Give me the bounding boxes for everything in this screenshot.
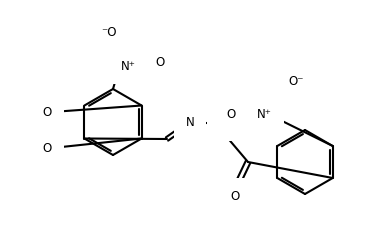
Text: N⁺: N⁺	[257, 109, 272, 121]
Text: O: O	[230, 190, 240, 203]
Text: ⁻O: ⁻O	[101, 26, 117, 39]
Text: N⁺: N⁺	[121, 59, 136, 72]
Text: O: O	[43, 106, 52, 118]
Text: O: O	[155, 55, 164, 69]
Text: O: O	[43, 141, 52, 155]
Text: O: O	[227, 109, 236, 121]
Text: O⁻: O⁻	[288, 75, 303, 88]
Text: N: N	[186, 116, 194, 129]
Text: NH: NH	[219, 116, 236, 129]
